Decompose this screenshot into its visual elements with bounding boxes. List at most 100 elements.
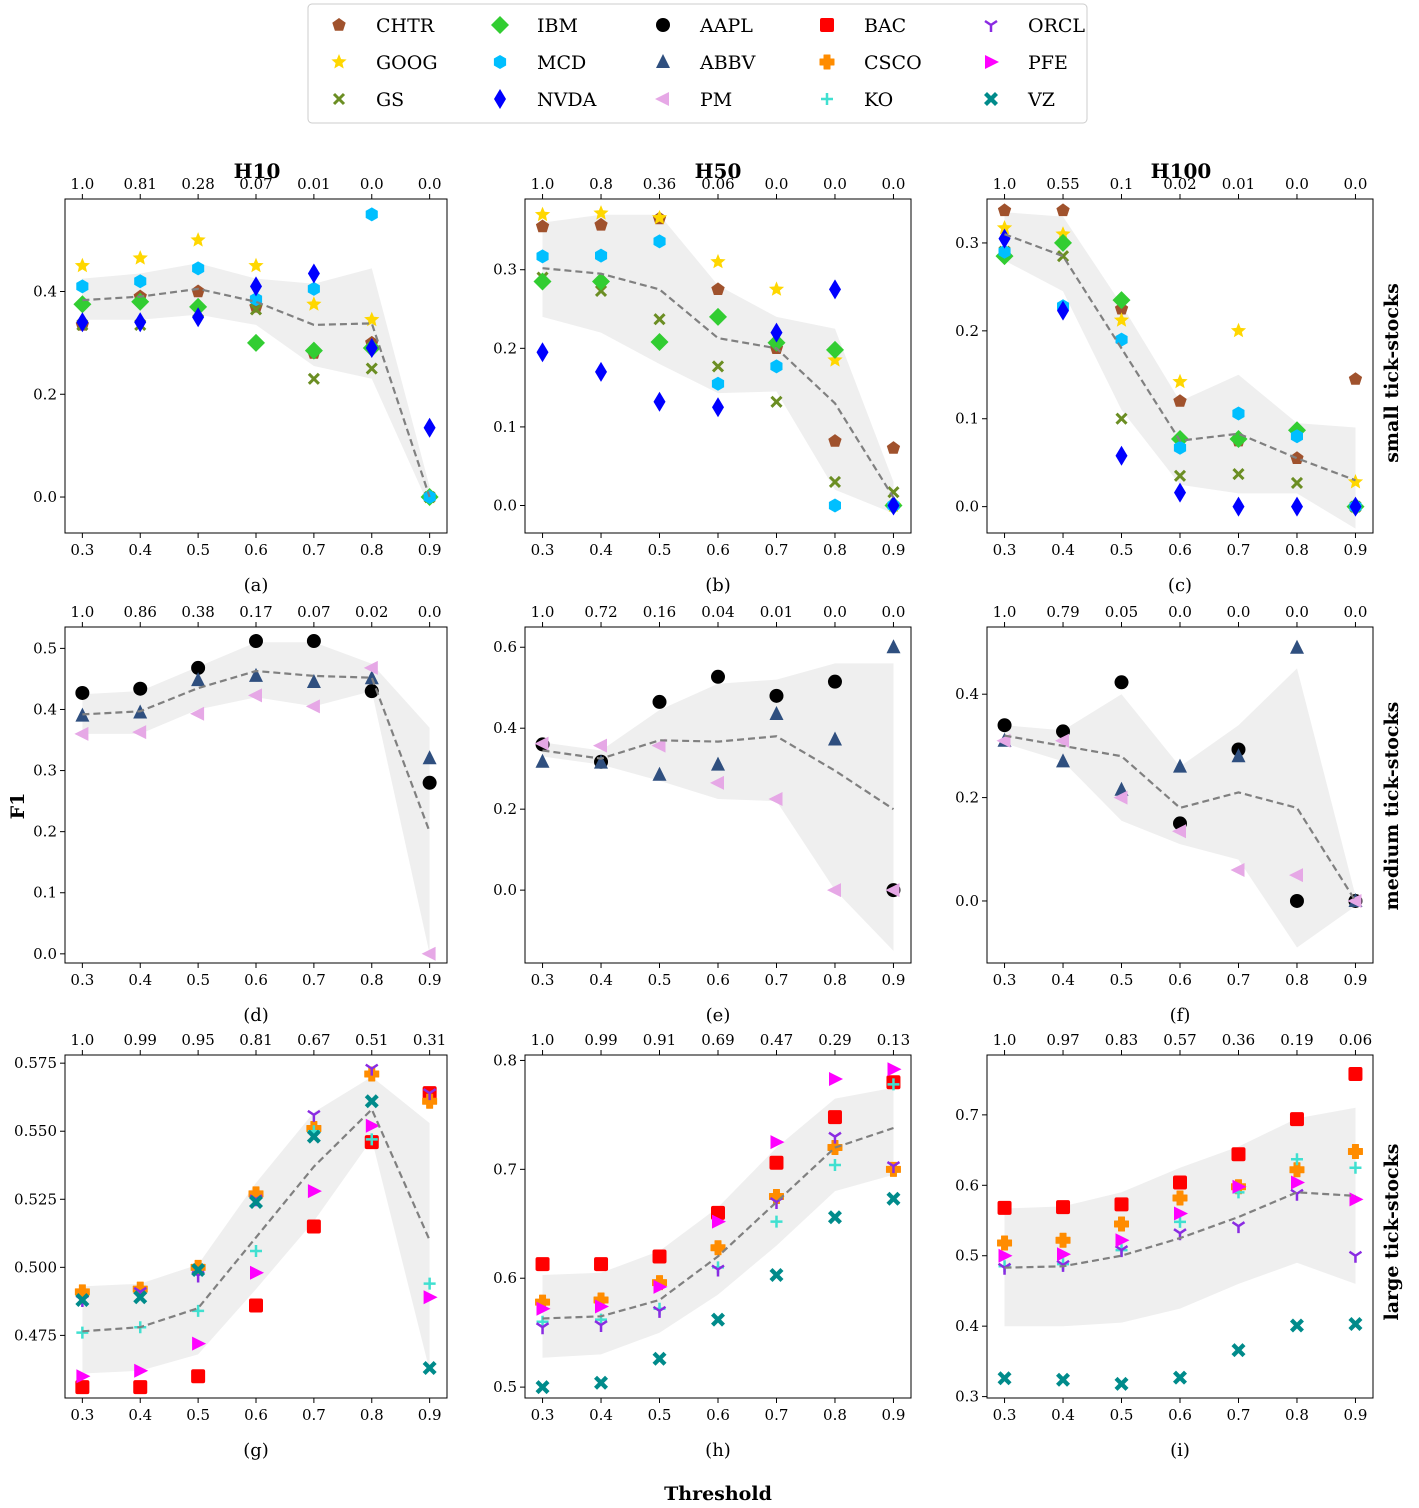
point-pfe	[1174, 1206, 1188, 1221]
point-mcd	[134, 274, 147, 289]
y-tick-label: 0.3	[33, 762, 57, 780]
x-tick-label: 0.5	[648, 541, 672, 559]
point-vz	[1056, 1372, 1071, 1387]
x-tick-label: 0.9	[882, 1406, 906, 1424]
x-tick-label: 0.5	[186, 541, 210, 559]
point-nvda	[250, 276, 262, 297]
point-pm	[1113, 790, 1128, 805]
point-orcl	[307, 1109, 321, 1122]
mean-line	[542, 735, 895, 811]
point-mcd	[595, 248, 608, 263]
x-tick-label: 0.5	[1110, 1406, 1134, 1424]
point-goog	[996, 220, 1013, 235]
point-chtr	[535, 219, 550, 233]
point-ko	[76, 1326, 89, 1339]
point-goog	[1055, 226, 1071, 241]
point-goog	[827, 352, 843, 367]
point-orcl	[422, 1088, 437, 1101]
point-ibm	[131, 292, 150, 311]
y-tick-label: 0.525	[14, 1190, 57, 1208]
point-goog	[1172, 373, 1188, 389]
x-tick-label: 0.9	[882, 971, 906, 989]
top-tick-label: 0.17	[239, 603, 272, 621]
y-tick-label: 0.2	[955, 789, 979, 807]
point-bac	[75, 1380, 90, 1395]
x-tick-label: 0.3	[70, 971, 94, 989]
point-mcd	[828, 498, 841, 513]
mean-line	[82, 669, 431, 833]
point-pm	[1055, 733, 1069, 748]
point-vz	[769, 1267, 784, 1282]
point-pm	[996, 733, 1011, 748]
point-aapl	[1056, 724, 1071, 739]
panel-label: (f)	[1170, 1005, 1191, 1026]
x-tick-label: 0.3	[531, 971, 555, 989]
point-abbv	[886, 639, 901, 654]
point-aapl	[306, 634, 321, 649]
point-nvda	[423, 417, 436, 438]
x-tick-label: 0.5	[186, 1406, 210, 1424]
point-vz	[1289, 1318, 1304, 1333]
point-nvda	[770, 322, 783, 343]
mean-line	[82, 287, 431, 498]
top-tick-label: 0.0	[765, 175, 789, 193]
point-gs	[1232, 468, 1245, 481]
top-tick-label: 0.36	[1222, 1031, 1255, 1049]
x-tick-label: 0.8	[823, 971, 847, 989]
point-pfe	[307, 1184, 322, 1199]
panel-f: 0.3 1.0 0.4 0.79 0.5 0.05 0.6 0.0 0.7 0.0 0.8 0.0 0.…	[955, 603, 1374, 1026]
y-tick-label: 0.8	[493, 1051, 517, 1069]
point-bac	[1173, 1175, 1187, 1190]
point-vz	[306, 1129, 321, 1144]
x-tick-label: 0.4	[128, 1406, 152, 1424]
point-mcd	[192, 261, 205, 276]
panel-b: 0.3 1.0 0.4 0.8 0.5 0.36 0.6 0.06 0.7 0.0 0.8 0.0 0.…	[493, 175, 912, 596]
point-orcl	[1231, 1221, 1246, 1234]
point-csco	[1055, 1232, 1071, 1248]
y-tick-label: 0.6	[493, 1269, 517, 1287]
top-tick-label: 1.0	[70, 175, 94, 193]
point-orcl	[828, 1131, 842, 1144]
point-vz	[133, 1290, 148, 1305]
point-goog	[190, 232, 206, 247]
point-mcd	[1290, 429, 1303, 444]
top-tick-label: 0.55	[1046, 175, 1079, 193]
top-tick-label: 0.0	[418, 175, 442, 193]
point-bac	[191, 1369, 206, 1384]
legend-label-gs: GS	[376, 89, 404, 111]
column-title-h10: H10	[234, 159, 281, 183]
point-csco	[1347, 1143, 1363, 1159]
point-csco	[768, 1189, 784, 1205]
point-nvda	[1291, 496, 1303, 517]
legend-label-orcl: ORCL	[1028, 15, 1085, 37]
point-abbv	[249, 667, 263, 682]
y-tick-label: 0.2	[493, 339, 517, 357]
point-nvda	[1057, 300, 1069, 321]
row-label-medium: medium tick-stocks	[1381, 702, 1403, 911]
x-tick-label: 0.3	[993, 541, 1017, 559]
point-pfe	[887, 1062, 902, 1077]
legend-marker-ko	[821, 93, 833, 105]
point-mcd	[423, 490, 436, 504]
point-bac	[1348, 1067, 1363, 1082]
x-tick-label: 0.6	[706, 1406, 730, 1424]
y-tick-label: 0.5	[955, 1247, 979, 1265]
x-tick-label: 0.4	[1051, 541, 1075, 559]
point-pfe	[1057, 1247, 1071, 1262]
x-tick-label: 0.8	[360, 1406, 384, 1424]
point-csco	[1172, 1190, 1188, 1206]
point-bac	[997, 1200, 1012, 1215]
x-tick-label: 0.6	[244, 971, 268, 989]
point-nvda	[1349, 496, 1362, 517]
legend-marker-vz	[984, 92, 998, 106]
legend: CHTR IBM AAPL BAC ORCL GOOG MCD ABBV CSCO PFE GS NV…	[307, 3, 1088, 124]
point-nvda	[76, 312, 89, 333]
point-chtr	[1056, 203, 1070, 217]
top-tick-label: 0.07	[297, 603, 330, 621]
y-tick-label: 0.4	[955, 685, 979, 703]
y-tick-label: 0.575	[14, 1054, 57, 1072]
legend-marker-orcl	[984, 19, 998, 32]
point-bac	[133, 1380, 148, 1395]
point-vz	[997, 1371, 1012, 1386]
x-tick-label: 0.6	[1168, 971, 1192, 989]
